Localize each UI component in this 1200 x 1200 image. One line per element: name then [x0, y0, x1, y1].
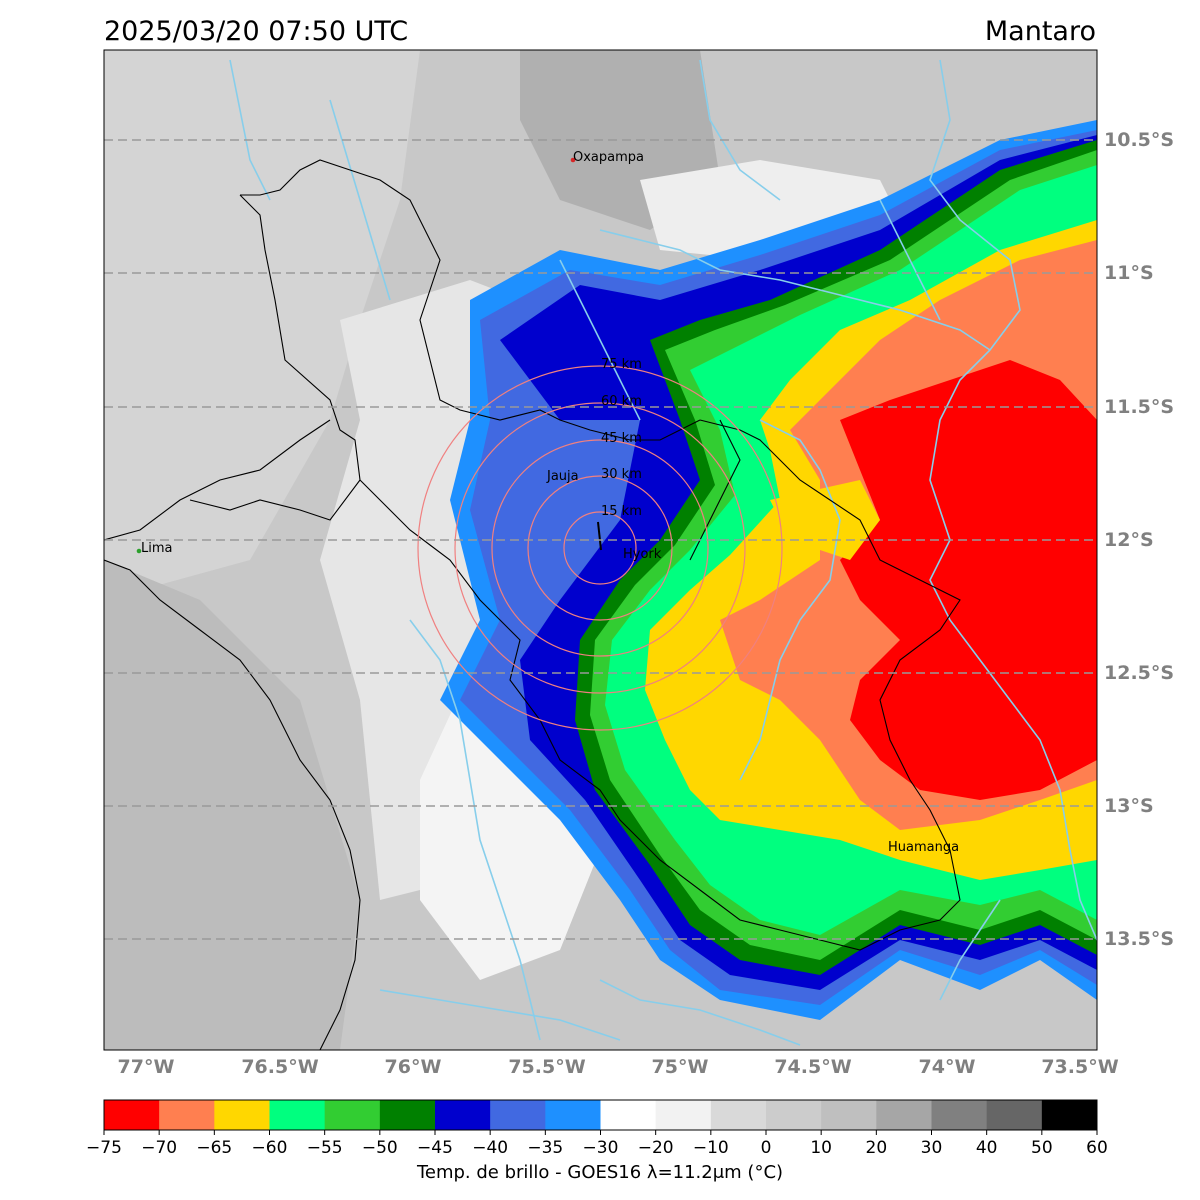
- colorbar-swatch: [324, 1100, 381, 1130]
- colorbar-swatch: [159, 1100, 215, 1130]
- lat-label: 11.5°S: [1104, 396, 1174, 418]
- rivers: [229, 59, 1097, 1046]
- colorbar-tick-label: −30: [583, 1138, 619, 1158]
- colorbar-swatch: [545, 1100, 601, 1130]
- colorbar-swatch: [931, 1100, 988, 1130]
- colorbar-swatch: [379, 1100, 436, 1130]
- timestamp-title: 2025/03/20 07:50 UTC: [104, 16, 409, 47]
- colorbar-swatch: [490, 1100, 546, 1130]
- lat-gridlines: [104, 139, 1097, 940]
- radar-site-label: Hyork: [623, 547, 662, 562]
- ring-label-30: 30 km: [601, 467, 642, 482]
- lon-label: 74°W: [919, 1056, 976, 1078]
- colorbar-tick-label: 20: [866, 1138, 888, 1158]
- colorbar-swatch: [269, 1100, 326, 1130]
- lat-label: 12.5°S: [1104, 662, 1174, 684]
- map-content: [104, 50, 1097, 1050]
- colorbar-swatch: [655, 1100, 712, 1130]
- ring-label-75: 75 km: [601, 357, 642, 372]
- colorbar-tick-label: 10: [810, 1138, 832, 1158]
- colorbar-swatch: [600, 1100, 657, 1130]
- city-label-jauja: Jauja: [546, 469, 579, 484]
- colorbar-tick-label: −35: [527, 1138, 563, 1158]
- colorbar-tick-label: 50: [1031, 1138, 1053, 1158]
- colorbar-swatch: [766, 1100, 822, 1130]
- colorbar-tick-label: −20: [638, 1138, 674, 1158]
- range-rings: [417, 365, 783, 731]
- lat-label: 10.5°S: [1104, 129, 1174, 151]
- lat-label: 13°S: [1104, 795, 1154, 817]
- colorbar-tick-label: −45: [417, 1138, 453, 1158]
- ring-label-15: 15 km: [601, 504, 642, 519]
- colorbar-swatch: [214, 1100, 270, 1130]
- colorbar-tick-label: 40: [976, 1138, 998, 1158]
- colorbar-tick-label: 30: [921, 1138, 943, 1158]
- colorbar-title: Temp. de brillo - GOES16 λ=11.2μm (°C): [416, 1162, 784, 1183]
- cloud-layer-75: [840, 360, 1097, 800]
- colorbar-swatch: [821, 1100, 877, 1130]
- lon-label: 73.5°W: [1041, 1056, 1118, 1078]
- lon-label: 76.5°W: [241, 1056, 318, 1078]
- lon-label: 76°W: [385, 1056, 442, 1078]
- colorbar-tick-label: −75: [86, 1138, 122, 1158]
- city-dot-lima: [136, 548, 142, 554]
- colorbar-swatch: [876, 1100, 932, 1130]
- range-ring-labels: 15 km 30 km 45 km 60 km 75 km: [601, 357, 642, 519]
- colorbar-tick-label: −50: [362, 1138, 398, 1158]
- colorbar-swatch: [104, 1100, 160, 1130]
- colorbar-tick-label: −60: [252, 1138, 288, 1158]
- lat-label: 11°S: [1104, 262, 1154, 284]
- highland-area: [104, 50, 420, 600]
- radar-mark: [597, 521, 602, 551]
- lon-labels: 77°W 76.5°W 76°W 75.5°W 75°W 74.5°W 74°W…: [118, 1056, 1119, 1078]
- lon-label: 74.5°W: [774, 1056, 851, 1078]
- city-label-huamanga: Huamanga: [888, 840, 959, 855]
- colorbar: −75 −70 −65 −60 −55 −50 −45 −40 −35 −30 −20 −10 0 10 2…: [86, 1099, 1108, 1158]
- city-label-lima: Lima: [141, 541, 172, 556]
- colorbar-tick-label: −55: [307, 1138, 343, 1158]
- city-label-oxapampa: Oxapampa: [573, 150, 644, 165]
- lon-label: 75.5°W: [508, 1056, 585, 1078]
- colorbar-swatch: [1041, 1100, 1098, 1130]
- colorbar-tick-label: −10: [693, 1138, 729, 1158]
- colorbar-tick-label: −40: [472, 1138, 508, 1158]
- map-frame: [103, 49, 1098, 1051]
- lon-label: 77°W: [118, 1056, 175, 1078]
- city-dot-oxapampa: [570, 157, 576, 163]
- colorbar-swatch: [710, 1100, 767, 1130]
- lat-labels: 10.5°S 11°S 11.5°S 12°S 12.5°S 13°S 13.5…: [1104, 129, 1174, 950]
- lat-label: 13.5°S: [1104, 928, 1174, 950]
- colorbar-swatch: [435, 1100, 491, 1130]
- colorbar-tick-label: 60: [1086, 1138, 1108, 1158]
- region-title: Mantaro: [984, 16, 1096, 47]
- lon-label: 75°W: [652, 1056, 709, 1078]
- colorbar-tick-label: 0: [761, 1138, 772, 1158]
- lat-label: 12°S: [1104, 529, 1154, 551]
- ring-label-60: 60 km: [601, 394, 642, 409]
- ring-label-45: 45 km: [601, 431, 642, 446]
- colorbar-tick-label: −65: [196, 1138, 232, 1158]
- colorbar-tick-label: −70: [141, 1138, 177, 1158]
- city-markers: Oxapampa Jauja Huamanga Lima Hyork: [136, 150, 959, 855]
- admin-boundaries: [104, 159, 961, 1050]
- colorbar-swatch: [986, 1100, 1043, 1130]
